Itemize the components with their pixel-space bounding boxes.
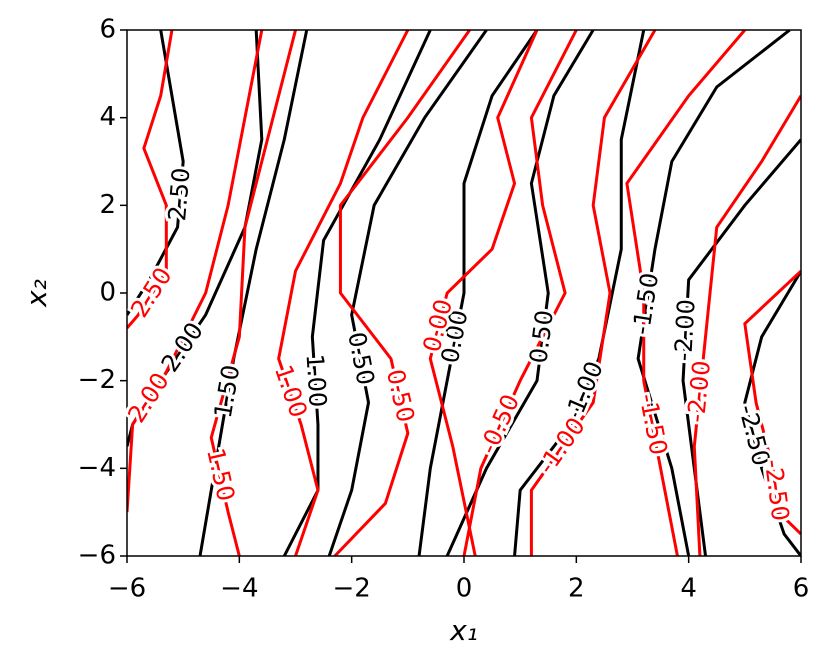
y-tick-label: −4 [78, 453, 116, 483]
contour-label: 0.50 [524, 308, 559, 365]
contour-line [127, 30, 174, 330]
y-axis-label: x₂ [20, 279, 53, 308]
y-tick-label: 0 [99, 278, 116, 308]
contour-line [743, 269, 801, 536]
contour-label: -1.50 [627, 271, 664, 337]
contour-line [445, 30, 595, 556]
contour-label: 2.50 [163, 166, 195, 222]
contour-label: -1.00 [532, 412, 591, 479]
contour-line [625, 30, 746, 556]
contour-label: 1.50 [209, 363, 246, 420]
x-tick-label: 2 [568, 574, 585, 604]
contour-line [327, 30, 488, 556]
contour-line [209, 30, 297, 556]
contour-line [462, 30, 578, 556]
contour-label: 2.00 [122, 368, 174, 428]
x-tick-label: 0 [456, 574, 473, 604]
contour-label: 0.50 [381, 367, 420, 425]
contour-line [333, 30, 471, 556]
contour-label: -2.50 [733, 402, 776, 469]
contour-line [277, 30, 410, 556]
contour-line [127, 30, 185, 316]
contour-line [127, 30, 264, 513]
contour-label: -2.50 [759, 458, 795, 523]
y-tick-label: 4 [99, 102, 116, 132]
contour-label: -2.00 [669, 298, 700, 362]
x-axis-label: x₁ [449, 614, 478, 647]
y-tick-label: 2 [99, 190, 116, 220]
contour-line [513, 30, 646, 556]
contour-line [529, 30, 657, 556]
contour-label: -1.50 [634, 391, 673, 457]
contour-line [417, 30, 539, 556]
contour-line [743, 270, 801, 556]
contour-label: -2.00 [682, 359, 716, 424]
x-tick-label: 4 [680, 574, 697, 604]
contour-label: 2.50 [125, 262, 177, 322]
contour-line [636, 30, 791, 556]
y-tick-label: 6 [99, 15, 116, 45]
x-tick-label: −2 [333, 574, 371, 604]
x-tick-label: 6 [793, 574, 810, 604]
y-tick-label: −2 [78, 365, 116, 395]
contour-label: -0.50 [474, 390, 525, 458]
contour-label: 1.00 [300, 353, 331, 408]
contour-label: 1.50 [201, 446, 240, 504]
plot-area [127, 30, 801, 556]
x-tick-label: −6 [108, 574, 146, 604]
x-tick-label: −4 [220, 574, 258, 604]
y-tick-label: −6 [78, 541, 116, 571]
contour-line [428, 30, 539, 556]
contour-label: 2.00 [156, 317, 209, 377]
contour-line [692, 94, 801, 556]
